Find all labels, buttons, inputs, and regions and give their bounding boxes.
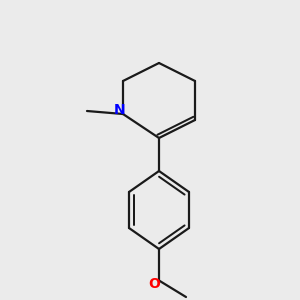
Text: O: O: [148, 277, 160, 290]
Text: N: N: [114, 103, 126, 116]
